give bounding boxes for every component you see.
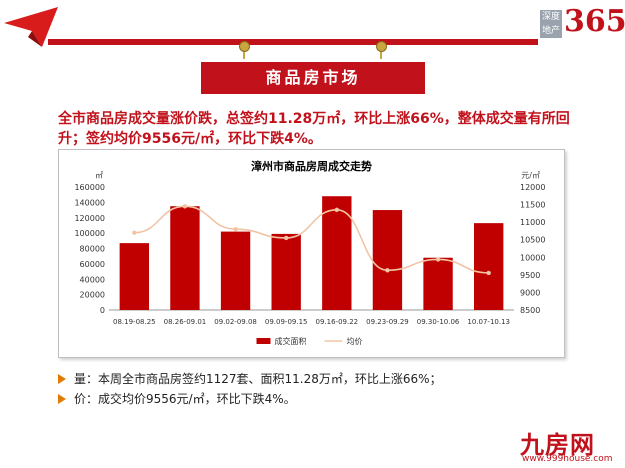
line-point-09.23-09.29 [385,268,390,273]
line-point-10.07-10.13 [486,270,491,276]
x-tick-label: 08.26-09.01 [164,318,207,326]
pin-line-right [380,49,382,59]
y-left-tick: 140000 [74,198,105,207]
y-right-tick: 11000 [520,218,545,227]
site-logo: 九房网 www.999house.com [520,425,620,465]
line-point-09.30-10.06 [435,257,441,262]
bullet-triangle-icon [58,394,66,404]
brand-number: 365 [564,4,625,39]
x-tick-label: 10.07-10.13 [467,318,510,326]
line-point-08.26-09.01 [182,204,188,209]
x-tick-label: 09.16-09.22 [316,318,359,326]
y-left-tick: 60000 [80,260,105,269]
bullet-list: 量：本周全市商品房签约1127套、面积11.28万㎡，环比上涨66%； 价：成交… [56,369,596,409]
bar-09.16-09.22 [322,196,352,310]
bar-08.26-09.01 [170,206,200,310]
x-tick-label: 09.09-09.15 [265,318,308,326]
line-point-09.16-09.22 [334,207,340,213]
bar-10.07-10.13 [474,223,504,310]
title-banner: 商品房市场 [198,59,428,97]
bullet-volume: 量：本周全市商品房签约1127套、面积11.28万㎡，环比上涨66%； [56,369,596,389]
line-point-08.19-08.25 [132,230,137,235]
bullet-triangle-icon [58,374,66,384]
pin-right-icon [376,41,387,52]
legend-bar-swatch [256,338,271,344]
y-right-tick: 8500 [520,306,540,315]
y-left-tick: 100000 [74,229,105,238]
line-point-09.02-09.08 [233,226,238,232]
brand-small-label: 深度 地产 [540,10,562,38]
header-red-line [48,39,538,45]
top-bar: 深度 地产 365 [0,0,625,50]
x-tick-label: 09.23-09.29 [366,318,409,326]
headline: 全市商品房成交量涨价跌，总签约11.28万㎡，环比上涨66%，整体成交量有所回升… [58,111,570,147]
pin-left-icon [239,41,250,52]
site-name: 九房网 [520,431,595,459]
pin-line-left [243,49,245,59]
y-right-tick: 11500 [520,201,545,210]
line-point-09.09-09.15 [283,235,289,241]
legend-bar-label: 成交面积 [275,336,307,346]
arrow-logo-icon [4,7,58,47]
line-series-均价 [134,205,489,274]
x-tick-label: 09.02-09.08 [214,318,257,326]
site-url: www.999house.com [522,454,613,464]
bar-09.30-10.06 [423,257,453,310]
bar-09.23-09.29 [372,210,403,310]
y-left-tick: 20000 [80,291,105,300]
y-right-tick: 9500 [520,271,540,280]
y-right-tick: 9000 [520,288,540,297]
y-right-tick: 12000 [520,183,545,192]
title-banner-text: 商品房市场 [265,68,361,87]
y-left-unit: ㎡ [95,171,103,180]
bar-09.09-09.15 [271,233,301,310]
y-right-tick: 10000 [520,253,545,262]
bar-08.19-08.25 [119,243,149,310]
x-tick-label: 08.19-08.25 [113,318,156,326]
brand-logo: 深度 地产 365 [540,4,625,44]
brand-small-bottom: 地产 [541,26,560,36]
y-left-tick: 160000 [74,183,105,192]
y-left-tick: 40000 [80,275,105,284]
y-right-unit: 元/㎡ [521,171,540,180]
legend-line-label: 均价 [347,336,363,346]
y-right-tick: 10500 [520,236,545,245]
y-left-tick: 0 [100,306,105,315]
bullet-volume-text: 量：本周全市商品房签约1127套、面积11.28万㎡，环比上涨66%； [74,372,442,386]
brand-small-top: 深度 [541,12,560,22]
bullet-price-text: 价：成交均价9556元/㎡，环比下跌4%。 [74,392,296,406]
y-left-tick: 120000 [74,214,105,223]
chart-title: 漳州市商品房周成交走势 [251,159,372,173]
y-left-tick: 80000 [80,245,105,254]
bar-09.02-09.08 [220,231,251,310]
bullet-price: 价：成交均价9556元/㎡，环比下跌4%。 [56,389,596,409]
x-tick-label: 09.30-10.06 [417,318,460,326]
